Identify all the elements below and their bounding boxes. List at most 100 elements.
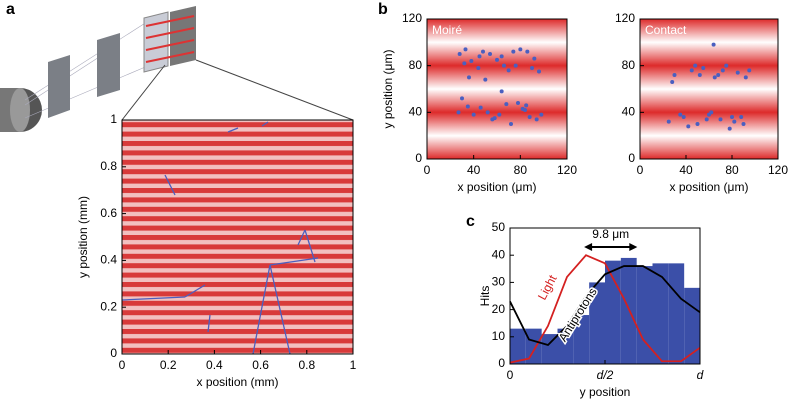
x-tick-label: 0 (119, 358, 126, 372)
x-tick-label: 0 (507, 368, 514, 382)
y-tick-label: 40 (622, 105, 636, 119)
panel-label: c (466, 213, 475, 230)
point (701, 66, 706, 70)
point (467, 75, 471, 80)
point (471, 112, 476, 117)
x-tick-label: 0 (637, 163, 644, 177)
point (456, 110, 461, 115)
bar (652, 263, 669, 364)
point (539, 112, 544, 117)
x-axis-label: x position (mm) (196, 375, 278, 389)
image (427, 19, 567, 159)
y-tick-label: 40 (409, 105, 423, 119)
plot-frame (121, 119, 354, 355)
track (269, 264, 291, 355)
point (537, 69, 541, 74)
x-axis-label: x position (μm) (458, 180, 537, 194)
apparatus (0, 6, 354, 132)
point (520, 106, 525, 111)
point (481, 49, 485, 54)
bar (684, 287, 700, 364)
x-axis-label: y position (580, 385, 631, 399)
point (485, 110, 490, 115)
point (530, 66, 534, 70)
track (121, 296, 186, 301)
y-tick-label: 0 (110, 346, 117, 360)
bar (557, 328, 574, 364)
point (499, 89, 504, 94)
point (704, 117, 709, 122)
point (666, 119, 671, 124)
track (227, 127, 239, 133)
series-label: Light (535, 272, 560, 302)
point (686, 124, 691, 129)
y-tick-label: 50 (492, 220, 506, 234)
point (741, 122, 746, 126)
point (709, 110, 714, 115)
track (304, 229, 316, 263)
point (672, 73, 677, 77)
image (122, 120, 353, 354)
point (524, 103, 529, 108)
point (499, 54, 504, 59)
point (732, 119, 737, 124)
track (297, 229, 306, 246)
x-tick-label: 0.6 (252, 358, 269, 372)
y-tick-label: 0.6 (100, 206, 117, 220)
y-tick-label: 120 (615, 11, 635, 25)
point (727, 126, 732, 131)
panel-label: b (378, 1, 388, 18)
point (488, 52, 492, 56)
bar (605, 260, 621, 364)
y-tick-label: 80 (622, 58, 636, 72)
curve (509, 254, 701, 364)
y-axis-label: Hits (478, 286, 492, 307)
x-tick-label: 80 (514, 163, 528, 177)
point (711, 42, 716, 47)
point (495, 57, 499, 62)
point (497, 112, 502, 117)
arrow-head (584, 243, 593, 252)
bar (573, 315, 590, 364)
point (506, 68, 511, 73)
point (532, 56, 537, 61)
annotation: 9.8 μm (592, 227, 629, 241)
plot-frame (426, 18, 568, 160)
point (716, 73, 721, 77)
point (681, 115, 686, 119)
chart-title: Moiré (432, 23, 462, 37)
x-tick-label: 40 (467, 163, 481, 177)
point (516, 101, 520, 105)
point (743, 75, 748, 80)
track (207, 314, 211, 333)
image (640, 19, 778, 159)
point (478, 105, 483, 110)
y-tick-label: 0.2 (100, 299, 117, 313)
arrow-head (629, 243, 638, 252)
track (184, 284, 206, 298)
track (164, 174, 176, 196)
point (465, 104, 470, 109)
x-tick-label: d/2 (597, 368, 614, 382)
bar (589, 282, 605, 364)
x-tick-label: 120 (768, 163, 788, 177)
y-tick-label: 40 (492, 247, 506, 261)
y-tick-label: 0.8 (100, 159, 117, 173)
point (502, 63, 506, 68)
y-axis-label: y position (μm) (381, 50, 395, 129)
plot-frame (639, 18, 779, 160)
point (712, 75, 717, 80)
point (518, 47, 523, 52)
y-tick-label: 0 (415, 151, 422, 165)
point (693, 63, 698, 68)
curve (509, 265, 701, 346)
point (513, 63, 518, 68)
y-tick-label: 120 (402, 11, 422, 25)
bar (636, 266, 653, 364)
point (534, 117, 539, 122)
x-tick-label: 0.4 (206, 358, 223, 372)
x-tick-label: 0.8 (298, 358, 315, 372)
point (457, 52, 462, 56)
point (492, 116, 497, 121)
